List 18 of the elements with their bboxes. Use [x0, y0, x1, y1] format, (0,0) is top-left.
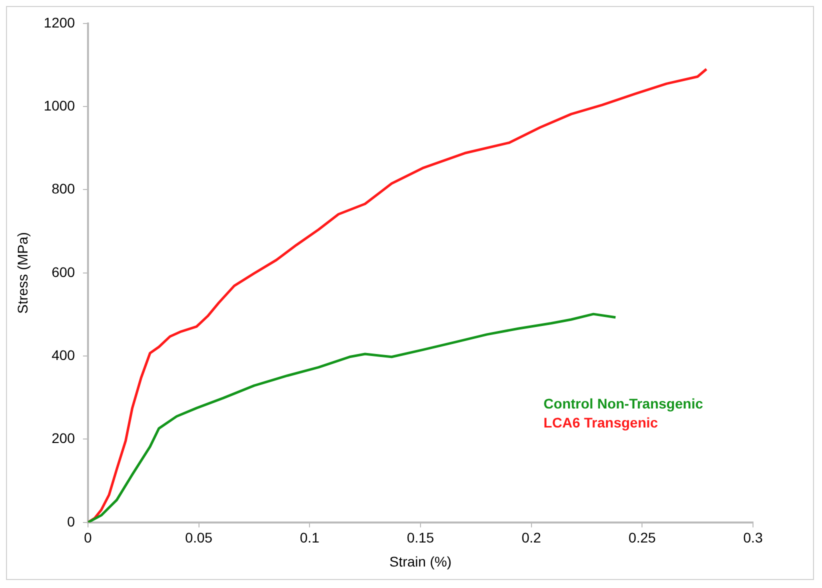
y-tick-label: 0 — [67, 513, 76, 530]
x-axis-title: Strain (%) — [389, 553, 452, 570]
y-tick-label: 200 — [52, 430, 76, 446]
text: LCA6 Transgenic — [544, 414, 658, 430]
x-tick-label: 0.1 — [300, 530, 320, 546]
x-tick-label: 0.05 — [185, 530, 213, 546]
x-tick-label: 0.2 — [522, 530, 542, 546]
y-tick-label: 600 — [52, 264, 76, 280]
y-tick-label: 400 — [52, 346, 76, 363]
x-tick-label: 0 — [84, 530, 92, 546]
y-tick-label: 800 — [52, 180, 76, 197]
y-tick-label: 1000 — [44, 97, 76, 114]
x-tick-label: 0.3 — [743, 530, 763, 546]
y-tick-label: 1200 — [44, 14, 76, 30]
text: Control Non-Transgenic — [544, 395, 704, 412]
y-axis-title: Stress (MPa) — [14, 232, 30, 314]
x-tick-label: 0.15 — [406, 530, 434, 546]
x-tick-label: 0.25 — [628, 530, 656, 546]
